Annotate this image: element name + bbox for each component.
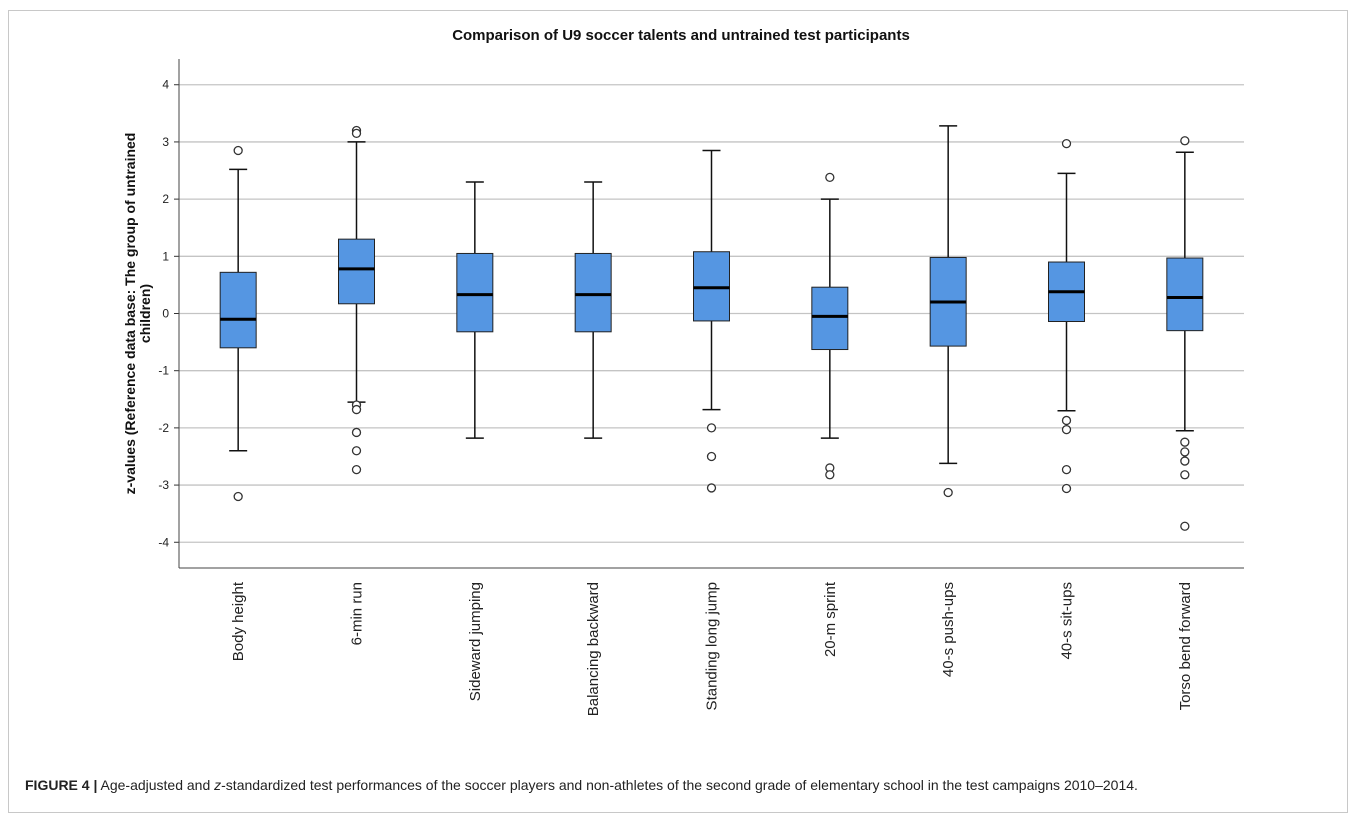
caption-text-start: Age-adjusted and <box>97 777 215 793</box>
x-tick-label: Torso bend forward <box>1177 582 1194 710</box>
box-iqr <box>456 252 494 333</box>
outlier-point <box>1180 470 1190 480</box>
y-axis-label-line: children) <box>137 284 153 343</box>
box-group <box>929 125 967 498</box>
box-group <box>1166 136 1204 531</box>
outlier-point <box>351 446 362 456</box>
x-tick-label: 6-min run <box>349 582 366 645</box>
caption-label: FIGURE 4 | <box>25 777 98 793</box>
outlier-point <box>1061 464 1072 475</box>
x-tick-label: 40-s push-ups <box>940 582 957 677</box>
figure-frame: Comparison of U9 soccer talents and untr… <box>8 10 1348 813</box>
caption-text-end: -standardized test performances of the s… <box>221 777 1138 793</box>
y-tick-labels: -4 -3 -2 -1 0 1 2 3 4 <box>158 78 169 550</box>
box-group <box>574 181 612 439</box>
box-iqr <box>811 286 849 351</box>
outlier-point <box>351 427 362 438</box>
outlier-point <box>1061 138 1072 149</box>
outlier-point <box>1061 415 1072 426</box>
box-group <box>456 181 494 439</box>
outlier-point <box>1180 456 1190 466</box>
boxplot-chart: Comparison of U9 soccer talents and untr… <box>122 27 1244 716</box>
outlier-point <box>706 423 717 433</box>
y-axis-label: z-values (Reference data base: The group… <box>122 133 153 495</box>
box-group <box>338 125 375 475</box>
x-tick-labels: Body height 6-min run Sideward jumping Bala… <box>230 581 1194 716</box>
outlier-point <box>233 145 243 156</box>
y-tick-label: 4 <box>162 78 169 92</box>
y-tick-label: -4 <box>158 535 169 549</box>
y-tick-label: 0 <box>162 307 169 321</box>
x-tick-label: Body height <box>230 581 247 661</box>
box-group <box>1048 138 1085 494</box>
chart-title: Comparison of U9 soccer talents and untr… <box>452 27 910 44</box>
box-iqr <box>1166 257 1204 332</box>
box-group <box>219 145 257 502</box>
outlier-point <box>1180 437 1190 447</box>
y-tick-label: -1 <box>158 364 169 378</box>
y-tick-label: 3 <box>162 135 169 149</box>
outlier-point <box>233 491 243 502</box>
outlier-point <box>1180 136 1190 146</box>
outlier-point <box>1061 483 1072 494</box>
x-tick-label: 20-m sprint <box>822 581 839 657</box>
boxes <box>219 125 1204 531</box>
box-group <box>811 172 849 480</box>
outlier-point <box>1180 447 1190 457</box>
axes <box>174 59 1244 569</box>
outlier-point <box>825 470 835 480</box>
box-group <box>693 149 730 493</box>
figure-caption: FIGURE 4 | Age-adjusted and z-standardiz… <box>25 775 1325 795</box>
box-iqr <box>338 238 375 305</box>
outlier-point <box>825 172 835 183</box>
x-tick-label: Standing long jump <box>704 582 721 710</box>
outlier-point <box>1180 521 1190 531</box>
box-iqr <box>219 271 257 349</box>
outlier-point <box>351 128 362 138</box>
outlier-point <box>351 404 362 415</box>
y-tick-label: -2 <box>158 421 169 435</box>
x-tick-label: 40-s sit-ups <box>1059 582 1076 660</box>
x-tick-label: Balancing backward <box>585 582 602 716</box>
x-tick-label: Sideward jumping <box>467 582 484 701</box>
outlier-point <box>943 487 953 498</box>
y-axis-label-line: z-values (Reference data base: The group… <box>122 133 138 495</box>
y-tick-label: 1 <box>162 249 169 263</box>
outlier-point <box>706 483 717 493</box>
outlier-point <box>1061 424 1072 435</box>
caption-italic-z: z <box>214 777 222 793</box>
y-tick-label: -3 <box>158 478 169 492</box>
y-tick-label: 2 <box>162 192 169 206</box>
outlier-point <box>351 464 362 475</box>
outlier-point <box>706 451 717 462</box>
box-iqr <box>574 252 612 333</box>
